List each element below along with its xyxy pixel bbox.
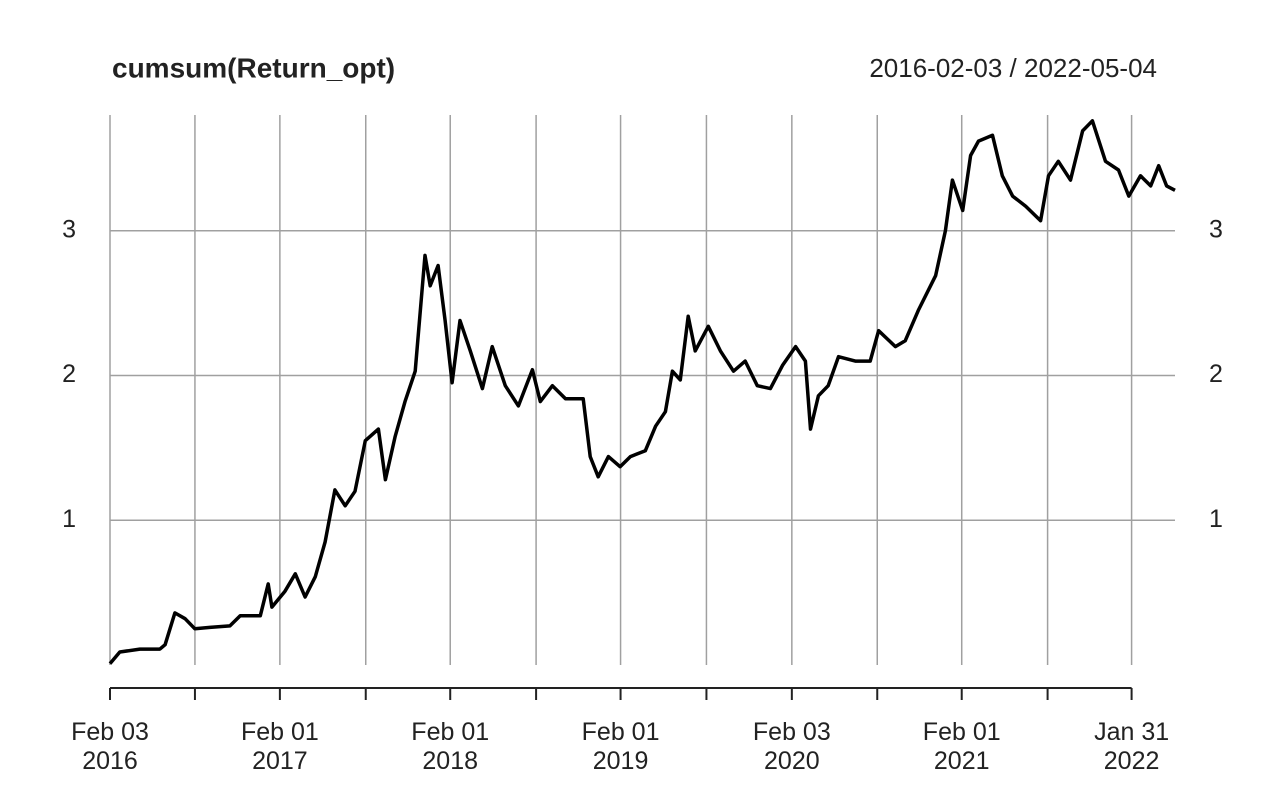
- y-tick-label: 1: [62, 505, 76, 533]
- y-tick-label: 2: [62, 360, 76, 388]
- data-line: [108, 119, 1176, 665]
- y-tick-label-right: 2: [1209, 360, 1223, 388]
- x-tick-label: Feb 01 2017: [240, 718, 319, 775]
- x-tick-label: Feb 01 2021: [922, 718, 1001, 775]
- y-tick-label-right: 1: [1209, 505, 1223, 533]
- y-tick-label-right: 3: [1209, 215, 1223, 243]
- y-tick-label: 3: [62, 215, 76, 243]
- x-tick-label: Feb 01 2019: [581, 718, 660, 775]
- x-tick-label: Jan 31 2022: [1094, 718, 1170, 775]
- chart-subtitle: 2016-02-03 / 2022-05-04: [869, 53, 1157, 83]
- x-tick-label: Feb 03 2016: [71, 718, 149, 775]
- x-tick-label: Feb 01 2018: [411, 718, 490, 775]
- x-tick-label: Feb 03 2020: [752, 718, 831, 775]
- chart-title: cumsum(Return_opt): [112, 52, 395, 83]
